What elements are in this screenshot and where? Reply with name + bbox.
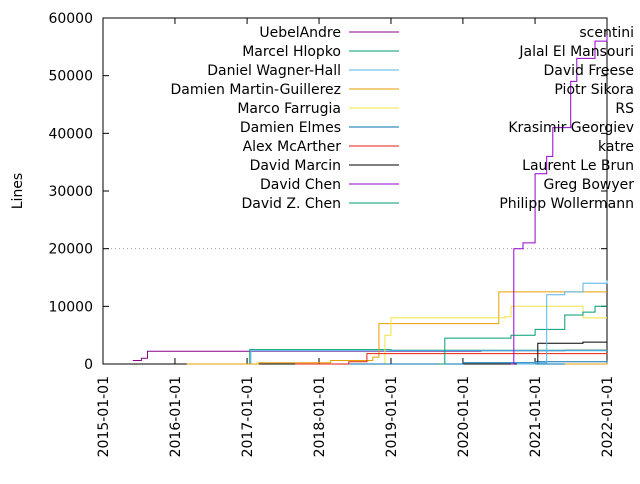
- legend-label-piotr-sikora: Piotr Sikora: [554, 82, 634, 98]
- x-tick-label: 2019-01-01: [384, 376, 400, 457]
- legend-label-krasimir-georgiev: Krasimir Georgiev: [508, 120, 634, 136]
- legend-label-marcel-hlopko: Marcel Hlopko: [242, 44, 341, 60]
- series-line-david-chen: [511, 35, 608, 365]
- x-tick-label: 2020-01-01: [456, 376, 472, 457]
- y-tick-label: 50000: [48, 69, 93, 85]
- legend-label-katre: katre: [598, 139, 634, 155]
- legend-label-jalal-el-mansouri: Jalal El Mansouri: [518, 44, 634, 60]
- legend-label-david-freese: David Freese: [544, 63, 635, 79]
- legend-label-david-marcin: David Marcin: [250, 158, 341, 174]
- series-line-alex-mcarther: [295, 353, 608, 365]
- y-tick-label: 60000: [48, 11, 93, 27]
- legend-label-rs: RS: [615, 101, 634, 117]
- series-line-scentini: [516, 280, 608, 365]
- legend-label-damien-elmes: Damien Elmes: [240, 120, 341, 136]
- legend-label-philipp-wollermann: Philipp Wollermann: [499, 196, 634, 212]
- y-tick-label: 10000: [48, 299, 93, 315]
- y-tick-label: 0: [84, 357, 93, 373]
- legend-label-greg-bowyer: Greg Bowyer: [543, 177, 634, 193]
- legend-label-damien-martin-guillerez: Damien Martin-Guillerez: [171, 82, 341, 98]
- series-line-philipp-wollermann: [564, 363, 608, 365]
- legend-label-david-z-chen: David Z. Chen: [242, 196, 342, 212]
- series-line-uebelandre: [132, 349, 607, 361]
- x-tick-label: 2016-01-01: [168, 376, 184, 457]
- legend-label-laurent-le-brun: Laurent Le Brun: [522, 158, 634, 174]
- series-line-marco-farrugia: [378, 305, 607, 365]
- y-tick-label: 30000: [48, 184, 93, 200]
- x-tick-label: 2018-01-01: [312, 376, 328, 457]
- y-tick-label: 40000: [48, 126, 93, 142]
- legend-label-daniel-wagner-hall: Daniel Wagner-Hall: [207, 63, 341, 79]
- legend-label-alex-mcarther: Alex McArther: [243, 139, 342, 155]
- legend-label-scentini: scentini: [579, 25, 634, 41]
- series-line-damien-martin-guillerez: [186, 291, 607, 365]
- legend-label-david-chen: David Chen: [260, 177, 341, 193]
- series-line-david-z-chen: [438, 305, 607, 365]
- x-tick-label: 2022-01-01: [600, 376, 616, 457]
- legend-label-uebelandre: UebelAndre: [259, 25, 341, 41]
- x-tick-label: 2015-01-01: [96, 376, 112, 457]
- x-tick-label: 2017-01-01: [240, 376, 256, 457]
- y-tick-label: 20000: [48, 242, 93, 258]
- x-tick-label: 2021-01-01: [528, 376, 544, 457]
- y-axis-label: Lines: [10, 173, 26, 209]
- legend-label-marco-farrugia: Marco Farrugia: [237, 101, 341, 117]
- series-line-david-marcin: [535, 341, 607, 365]
